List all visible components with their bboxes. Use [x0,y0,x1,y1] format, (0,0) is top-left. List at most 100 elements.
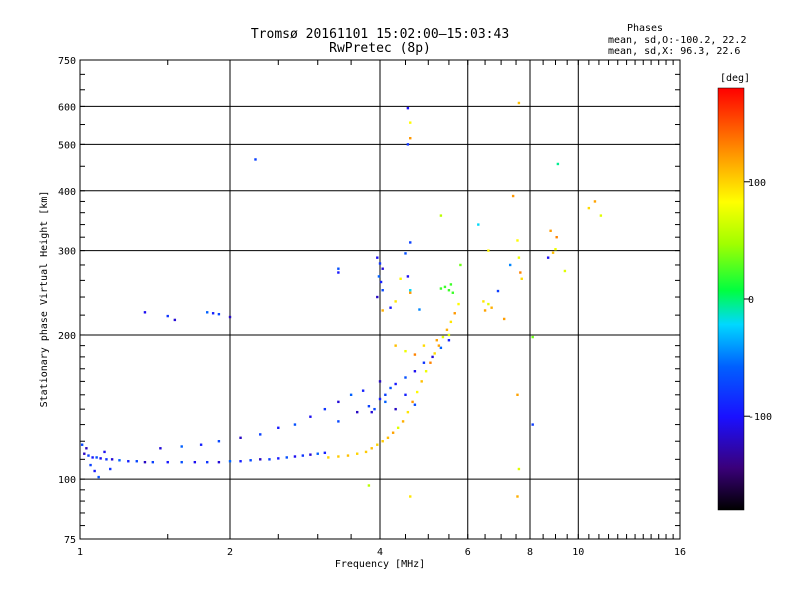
colorbar-tick-label: -100 [748,412,772,423]
data-point [217,440,221,443]
data-point [327,456,330,459]
data-point [93,469,96,473]
data-point [83,452,86,455]
data-point [424,370,428,373]
data-point [422,361,426,364]
data-point [323,407,327,411]
data-point [396,426,400,430]
data-point [180,445,183,448]
data-point [337,271,340,274]
data-point [97,475,100,479]
data-point [551,251,555,254]
data-point [85,447,88,450]
data-point [277,457,280,460]
y-tick-label: 200 [58,331,76,342]
data-point [502,317,506,321]
data-point [487,249,490,252]
x-tick-label: 1 [77,547,83,558]
colorbar-tick-label: 0 [748,295,754,306]
data-point [459,263,462,267]
data-point [378,262,382,265]
data-point [449,320,453,324]
data-point [411,400,414,404]
data-point [103,450,106,454]
data-point [384,400,387,404]
data-point [563,269,567,273]
x-tick-label: 16 [674,547,686,558]
data-point [337,267,340,270]
data-point [293,423,297,426]
data-point [409,241,412,244]
data-point [254,158,257,161]
chart-title: Tromsø 20161101 15:02:00–15:03:43 [251,27,509,42]
legend-title: Phases [627,23,663,34]
data-point [367,405,371,408]
colorbar-tick-label: 100 [748,178,766,189]
legend-line-x: mean, sd,X: 96.3, 22.6 [608,46,740,57]
data-point [386,436,390,439]
data-point [519,271,522,274]
y-tick-label: 75 [64,535,76,546]
data-point [373,407,376,411]
data-point [316,452,319,455]
data-point [420,380,423,383]
data-point [378,380,382,383]
data-point [394,407,397,411]
data-point [517,101,521,105]
y-axis-label: Stationary phase Virtual Height [km] [39,191,50,408]
data-point [268,458,271,461]
data-point [95,456,98,459]
data-point [482,300,485,303]
data-point [433,352,436,355]
data-point [277,426,280,430]
data-point [370,410,373,414]
data-point [80,443,84,446]
data-point [193,460,197,464]
data-point [381,267,384,270]
data-point [406,275,410,278]
data-point [435,339,438,342]
data-point [439,287,443,290]
data-point [409,291,412,294]
data-point [409,136,412,140]
y-tick-label: 500 [58,140,76,151]
data-point [293,455,297,458]
data-point [361,389,365,392]
data-point [399,277,402,280]
data-point [415,390,419,394]
data-point [135,460,138,463]
data-point [520,277,523,280]
data-point [346,454,350,457]
data-point [409,121,412,124]
data-point [309,415,312,418]
data-point [205,311,209,314]
data-point [217,312,221,316]
data-point [546,256,550,259]
data-point [531,423,534,426]
data-point [364,450,368,454]
data-point [391,431,395,434]
y-axis: 75 100 200 300 400 500 600 750 [58,56,680,546]
data-point [99,457,102,460]
data-point [406,143,410,146]
colorbar [717,87,745,511]
data-point [91,456,94,459]
x-tick-label: 4 [377,547,383,558]
data-point [447,333,451,337]
data-point [394,300,397,303]
data-point [110,458,114,461]
data-point [593,200,597,203]
data-point [599,214,603,217]
data-point [199,443,203,446]
data-point [409,289,412,292]
data-point [349,393,353,397]
data-point [205,460,209,464]
data-point [447,289,451,292]
data-point [217,460,221,464]
data-point [376,443,379,446]
data-point [517,467,521,471]
data-point [259,433,262,436]
data-point [355,452,359,455]
data-point [109,467,112,471]
